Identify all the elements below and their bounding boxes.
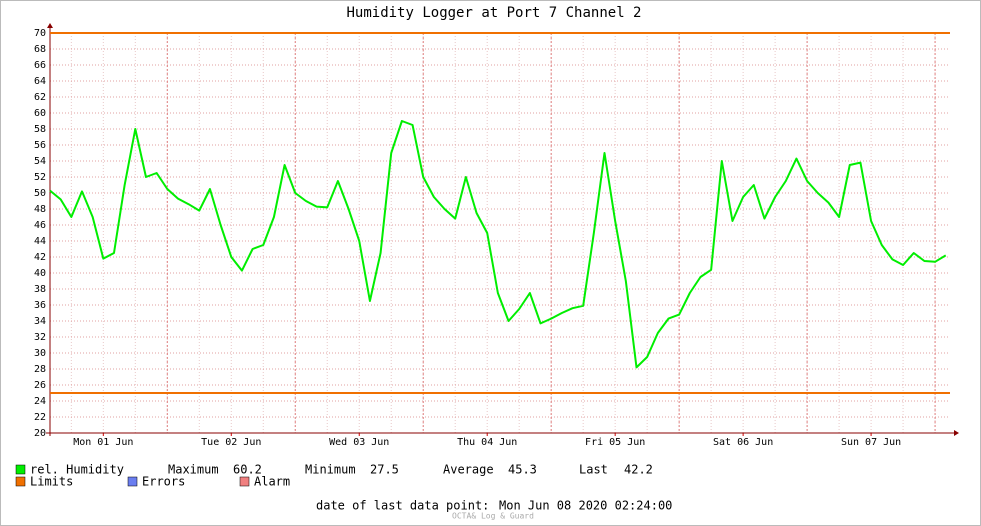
y-tick-label: 50 <box>34 188 46 199</box>
legend-label: Errors <box>142 475 185 489</box>
legend-label: rel. Humidity <box>30 463 124 477</box>
y-tick-label: 60 <box>34 108 46 119</box>
legend-swatch <box>15 464 26 475</box>
legend-label: Limits <box>30 475 73 489</box>
stat-value: 60.2 <box>233 463 262 477</box>
y-tick-label: 32 <box>34 332 46 343</box>
x-tick-label: Fri 05 Jun <box>585 437 645 448</box>
y-tick-label: 58 <box>34 124 46 135</box>
y-tick-label: 20 <box>34 428 46 439</box>
data-line <box>49 120 947 369</box>
y-tick-label: 64 <box>34 76 46 87</box>
y-tick-label: 54 <box>34 156 46 167</box>
y-tick-label: 48 <box>34 204 46 215</box>
legend-swatch <box>15 476 26 487</box>
y-tick-label: 70 <box>34 28 46 39</box>
y-tick-label: 24 <box>34 396 46 407</box>
y-tick-label: 38 <box>34 284 46 295</box>
y-tick-label: 68 <box>34 44 46 55</box>
y-axis-arrow <box>47 23 53 28</box>
chart-title: Humidity Logger at Port 7 Channel 2 <box>346 5 641 21</box>
x-axis-arrow <box>954 430 959 436</box>
x-tick-label: Thu 04 Jun <box>457 437 517 448</box>
stat-label: Average <box>443 463 494 477</box>
y-tick-label: 56 <box>34 140 46 151</box>
y-tick-label: 22 <box>34 412 46 423</box>
x-tick-label: Wed 03 Jun <box>329 437 389 448</box>
stat-value: 42.2 <box>624 463 653 477</box>
y-tick-label: 34 <box>34 316 46 327</box>
x-tick-label: Mon 01 Jun <box>73 437 133 448</box>
stat-value: 45.3 <box>508 463 537 477</box>
legend-label: Alarm <box>254 475 290 489</box>
footer-label: date of last data point: <box>316 499 489 513</box>
x-tick-label: Sat 06 Jun <box>713 437 773 448</box>
y-tick-label: 46 <box>34 220 46 231</box>
y-tick-label: 62 <box>34 92 46 103</box>
y-tick-label: 42 <box>34 252 46 263</box>
stat-label: Minimum <box>305 463 356 477</box>
x-tick-label: Sun 07 Jun <box>841 437 901 448</box>
y-tick-label: 40 <box>34 268 46 279</box>
y-tick-label: 52 <box>34 172 46 183</box>
footer-value: Mon Jun 08 2020 02:24:00 <box>499 499 672 513</box>
y-tick-label: 30 <box>34 348 46 359</box>
y-tick-label: 28 <box>34 364 46 375</box>
stat-label: Last <box>579 463 608 477</box>
y-tick-label: 66 <box>34 60 46 71</box>
stat-value: 27.5 <box>370 463 399 477</box>
legend-swatch <box>239 476 250 487</box>
y-tick-label: 44 <box>34 236 46 247</box>
stat-label: Maximum <box>168 463 219 477</box>
x-tick-label: Tue 02 Jun <box>201 437 261 448</box>
y-tick-label: 26 <box>34 380 46 391</box>
credit: OCTA& Log & Guard <box>452 512 534 521</box>
y-tick-label: 36 <box>34 300 46 311</box>
legend-swatch <box>127 476 138 487</box>
